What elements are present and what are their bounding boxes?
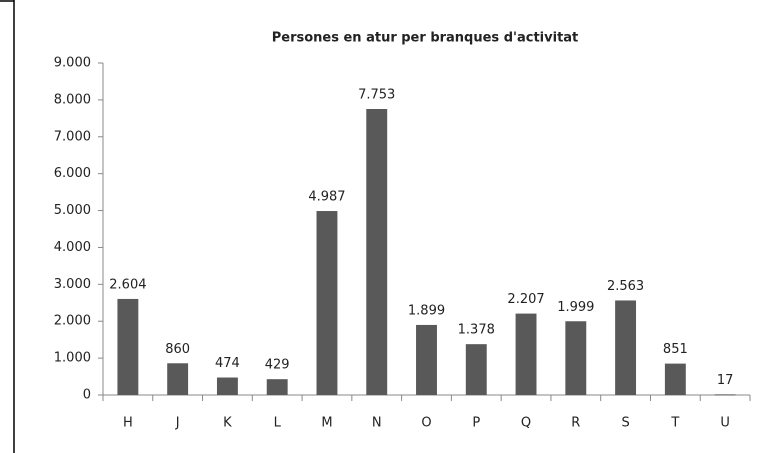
data-label: 860 xyxy=(165,342,190,357)
x-tick-label: R xyxy=(571,416,580,431)
x-tick-label: O xyxy=(421,416,431,431)
x-tick-label: M xyxy=(321,416,332,431)
bar xyxy=(664,363,686,395)
data-label: 7.753 xyxy=(358,88,395,103)
bar xyxy=(366,109,388,396)
x-tick-label: K xyxy=(223,416,232,431)
x-tick-label: S xyxy=(621,416,629,431)
bar xyxy=(515,313,537,395)
data-label: 474 xyxy=(215,356,240,371)
data-label: 17 xyxy=(717,373,734,388)
y-tick-label: 2.000 xyxy=(54,314,91,329)
x-tick-label: H xyxy=(123,416,133,431)
y-tick-label: 7.000 xyxy=(54,129,91,144)
x-tick-label: U xyxy=(720,416,730,431)
bar xyxy=(565,321,587,395)
bar xyxy=(167,363,189,395)
data-label: 2.207 xyxy=(507,292,544,307)
bar xyxy=(216,377,238,395)
y-tick-label: 3.000 xyxy=(54,277,91,292)
bar xyxy=(465,344,487,395)
data-label: 851 xyxy=(663,342,688,357)
y-tick-label: 8.000 xyxy=(54,92,91,107)
x-tick-label: Q xyxy=(521,416,531,431)
data-label: 1.899 xyxy=(408,303,445,318)
data-label: 2.604 xyxy=(109,277,146,292)
chart-title: Persones en atur per branques d'activita… xyxy=(272,31,579,46)
y-tick-label: 1.000 xyxy=(54,351,91,366)
data-label: 1.999 xyxy=(557,300,594,315)
data-label: 2.563 xyxy=(607,279,644,294)
bar xyxy=(117,298,139,395)
y-tick-label: 9.000 xyxy=(54,56,91,71)
x-tick-label: T xyxy=(670,416,679,431)
bar xyxy=(316,211,338,395)
bar xyxy=(714,394,736,396)
bar xyxy=(615,300,637,395)
data-label: 1.378 xyxy=(458,323,495,338)
y-tick-label: 6.000 xyxy=(54,166,91,181)
data-label: 4.987 xyxy=(308,190,345,205)
y-tick-label: 0 xyxy=(83,388,91,403)
x-tick-label: P xyxy=(472,416,480,431)
x-tick-label: L xyxy=(274,416,282,431)
data-label: 429 xyxy=(265,358,290,373)
y-tick-label: 4.000 xyxy=(54,240,91,255)
bar xyxy=(416,324,437,395)
bar xyxy=(266,379,288,395)
y-tick-label: 5.000 xyxy=(54,203,91,218)
x-tick-label: J xyxy=(175,416,180,431)
x-tick-label: N xyxy=(372,416,382,431)
